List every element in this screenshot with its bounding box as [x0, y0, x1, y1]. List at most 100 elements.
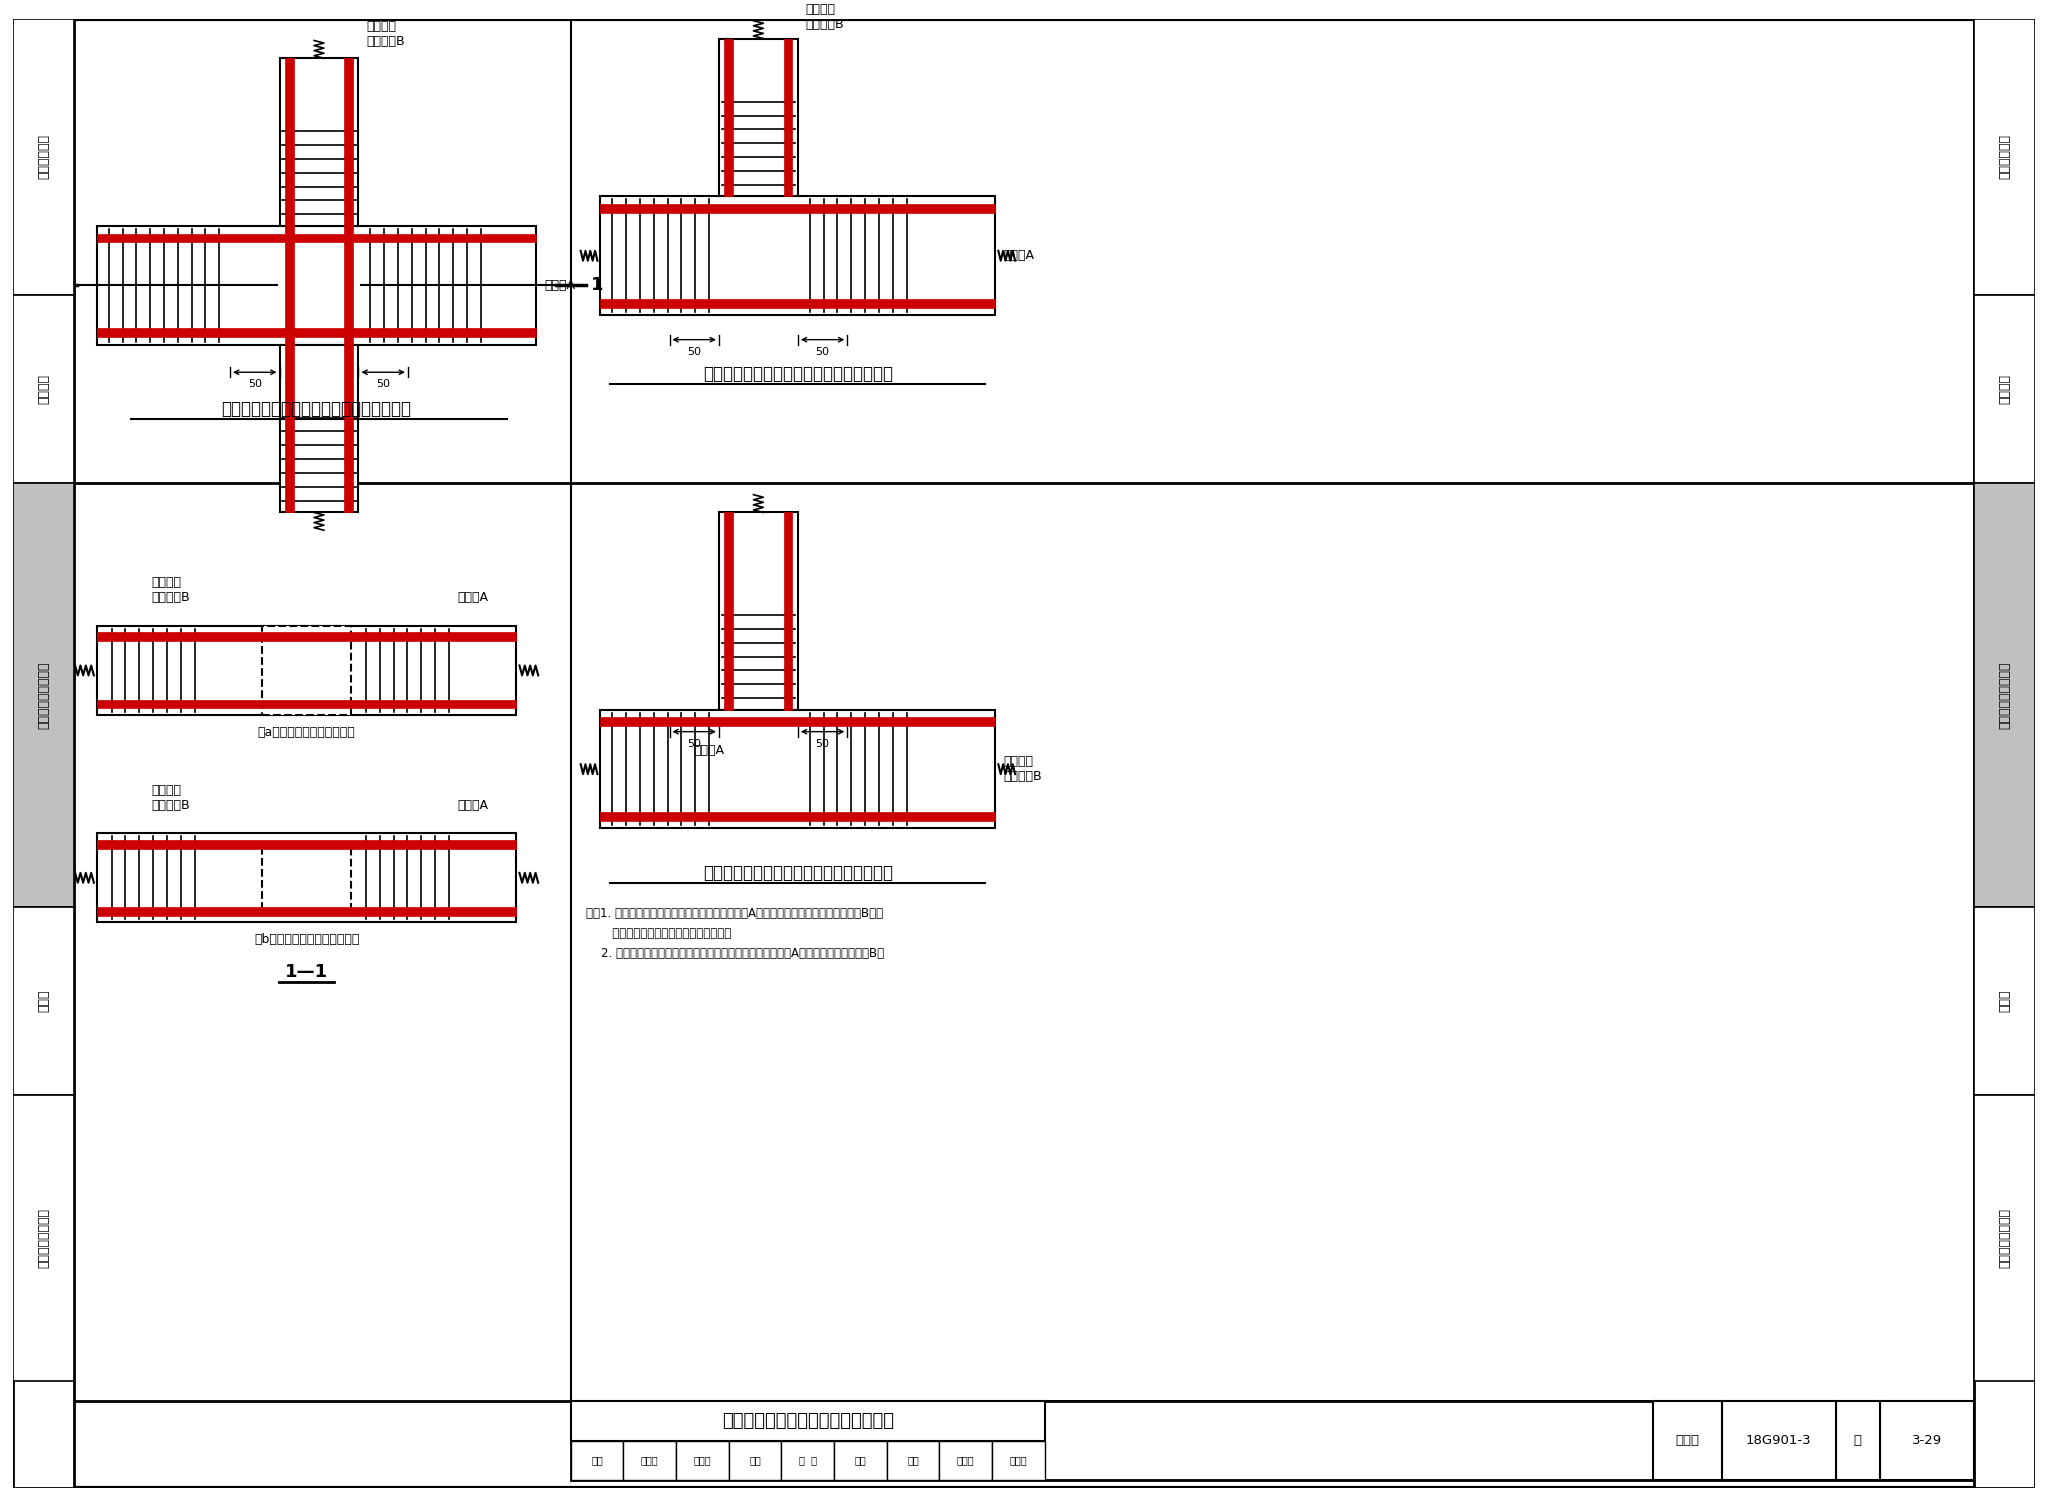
- Bar: [600, 204, 995, 213]
- Text: 基础梁A: 基础梁A: [694, 744, 725, 757]
- Text: 桩基础: 桩基础: [1999, 990, 2011, 1012]
- Text: 基础次梁
或基础梁B: 基础次梁 或基础梁B: [367, 21, 406, 49]
- Bar: [96, 226, 537, 345]
- Text: 1—1: 1—1: [285, 963, 328, 981]
- Bar: [96, 906, 516, 915]
- Bar: [1880, 1402, 1974, 1481]
- Text: 3-29: 3-29: [1913, 1434, 1942, 1448]
- Text: 基础次梁
或基础梁B: 基础次梁 或基础梁B: [152, 784, 190, 811]
- Bar: [12, 19, 74, 295]
- Bar: [623, 1440, 676, 1481]
- Bar: [719, 39, 799, 196]
- Bar: [344, 58, 352, 512]
- Bar: [1974, 295, 2036, 482]
- Text: 基础次梁
或基础梁B: 基础次梁 或基础梁B: [1004, 756, 1042, 783]
- Bar: [96, 699, 516, 708]
- Text: 基础次梁
或基础梁B: 基础次梁 或基础梁B: [805, 3, 844, 31]
- Bar: [96, 329, 537, 338]
- Text: 下，当设计有具体要求时按设计施工。: 下，当设计有具体要求时按设计施工。: [586, 927, 731, 940]
- Bar: [782, 1440, 834, 1481]
- Text: 桩基础: 桩基础: [37, 990, 49, 1012]
- Bar: [1974, 1095, 2036, 1381]
- Bar: [12, 19, 74, 1488]
- Bar: [600, 196, 995, 315]
- Bar: [834, 1440, 887, 1481]
- Bar: [1835, 1402, 1880, 1481]
- Bar: [12, 482, 74, 908]
- Text: 黄志刚: 黄志刚: [641, 1455, 659, 1466]
- Bar: [96, 626, 516, 714]
- Text: 一般构造要求: 一般构造要求: [37, 134, 49, 180]
- Text: （b）两向基础（次）梁不等高: （b）两向基础（次）梁不等高: [254, 933, 358, 946]
- Text: 校对: 校对: [750, 1455, 762, 1466]
- Text: 王怀元: 王怀元: [956, 1455, 975, 1466]
- Text: 50: 50: [248, 379, 262, 388]
- Bar: [729, 1440, 782, 1481]
- Text: 2. 当两向不等高基础（次）梁交叉时，截面较高的为基础梁A，截面较低者为基础梁B。: 2. 当两向不等高基础（次）梁交叉时，截面较高的为基础梁A，截面较低者为基础梁B…: [586, 946, 885, 960]
- Text: 50: 50: [815, 347, 829, 357]
- Text: 基础（次）梁相交区域箍筋排布构造（二）: 基础（次）梁相交区域箍筋排布构造（二）: [702, 365, 893, 384]
- Text: 条形基础与筏形基础: 条形基础与筏形基础: [1999, 661, 2011, 729]
- Text: 与基础有关的构造: 与基础有关的构造: [1999, 1208, 2011, 1268]
- Text: 条形基础与筏形基础: 条形基础与筏形基础: [37, 661, 49, 729]
- Bar: [12, 295, 74, 482]
- Bar: [600, 717, 995, 726]
- Text: 基础梁A: 基础梁A: [1004, 248, 1034, 262]
- Text: 独立基础: 独立基础: [1999, 373, 2011, 405]
- Text: 基础次梁
或基础梁B: 基础次梁 或基础梁B: [152, 576, 190, 604]
- Text: 基础（次）梁相交区域箍筋排布构造: 基础（次）梁相交区域箍筋排布构造: [721, 1412, 893, 1430]
- Bar: [571, 1440, 623, 1481]
- Bar: [600, 299, 995, 308]
- Bar: [96, 839, 516, 848]
- Text: 18G901-3: 18G901-3: [1747, 1434, 1812, 1448]
- Bar: [676, 1440, 729, 1481]
- Bar: [600, 812, 995, 821]
- Text: 基础梁A: 基础梁A: [457, 799, 487, 811]
- Text: 50: 50: [815, 738, 829, 748]
- Bar: [96, 632, 516, 641]
- Bar: [784, 39, 793, 196]
- Text: 与基础有关的构造: 与基础有关的构造: [37, 1208, 49, 1268]
- Bar: [1722, 1402, 1835, 1481]
- Bar: [1974, 19, 2036, 295]
- Text: 审核: 审核: [592, 1455, 602, 1466]
- Bar: [571, 1402, 1044, 1440]
- Text: 基础（次）梁相交区域箍筋排布构造（一）: 基础（次）梁相交区域箍筋排布构造（一）: [221, 400, 412, 418]
- Bar: [1974, 908, 2036, 1095]
- Text: 基础梁A: 基础梁A: [545, 278, 575, 292]
- Text: 董多妹: 董多妹: [694, 1455, 711, 1466]
- Text: 一般构造要求: 一般构造要求: [1999, 134, 2011, 180]
- Bar: [1974, 482, 2036, 908]
- Bar: [600, 710, 995, 829]
- Text: 基础（次）梁相交区域箍筋排布构造（三）: 基础（次）梁相交区域箍筋排布构造（三）: [702, 865, 893, 882]
- Text: 1: 1: [29, 277, 41, 295]
- Bar: [96, 234, 537, 243]
- Bar: [285, 58, 293, 512]
- Bar: [12, 908, 74, 1095]
- Text: 50: 50: [688, 738, 700, 748]
- Text: 注：1. 当两向为等高基础（次）梁交叉时，基础梁A的顶部和底部纵筋均在上，基础梁B均在: 注：1. 当两向为等高基础（次）梁交叉时，基础梁A的顶部和底部纵筋均在上，基础梁…: [586, 908, 883, 921]
- Text: 基础梁A: 基础梁A: [457, 591, 487, 604]
- Bar: [262, 626, 350, 714]
- Text: 1: 1: [592, 277, 604, 295]
- Text: 设计: 设计: [907, 1455, 920, 1466]
- Bar: [940, 1440, 991, 1481]
- Bar: [725, 39, 733, 196]
- Bar: [1974, 19, 2036, 1488]
- Bar: [262, 845, 350, 909]
- Bar: [96, 833, 516, 923]
- Bar: [1653, 1402, 1722, 1481]
- Text: 页: 页: [1853, 1434, 1862, 1448]
- Text: 孙怀元: 孙怀元: [1010, 1455, 1028, 1466]
- Bar: [571, 1402, 1974, 1481]
- Text: 50: 50: [688, 347, 700, 357]
- Text: 独立基础: 独立基础: [37, 373, 49, 405]
- Bar: [991, 1440, 1044, 1481]
- Bar: [784, 512, 793, 710]
- Bar: [719, 512, 799, 710]
- Text: 李  剑: 李 剑: [799, 1455, 817, 1466]
- Text: 图集号: 图集号: [1675, 1434, 1700, 1448]
- Bar: [12, 1095, 74, 1381]
- Bar: [725, 512, 733, 710]
- Text: （a）两向基础（次）梁等高: （a）两向基础（次）梁等高: [258, 726, 356, 740]
